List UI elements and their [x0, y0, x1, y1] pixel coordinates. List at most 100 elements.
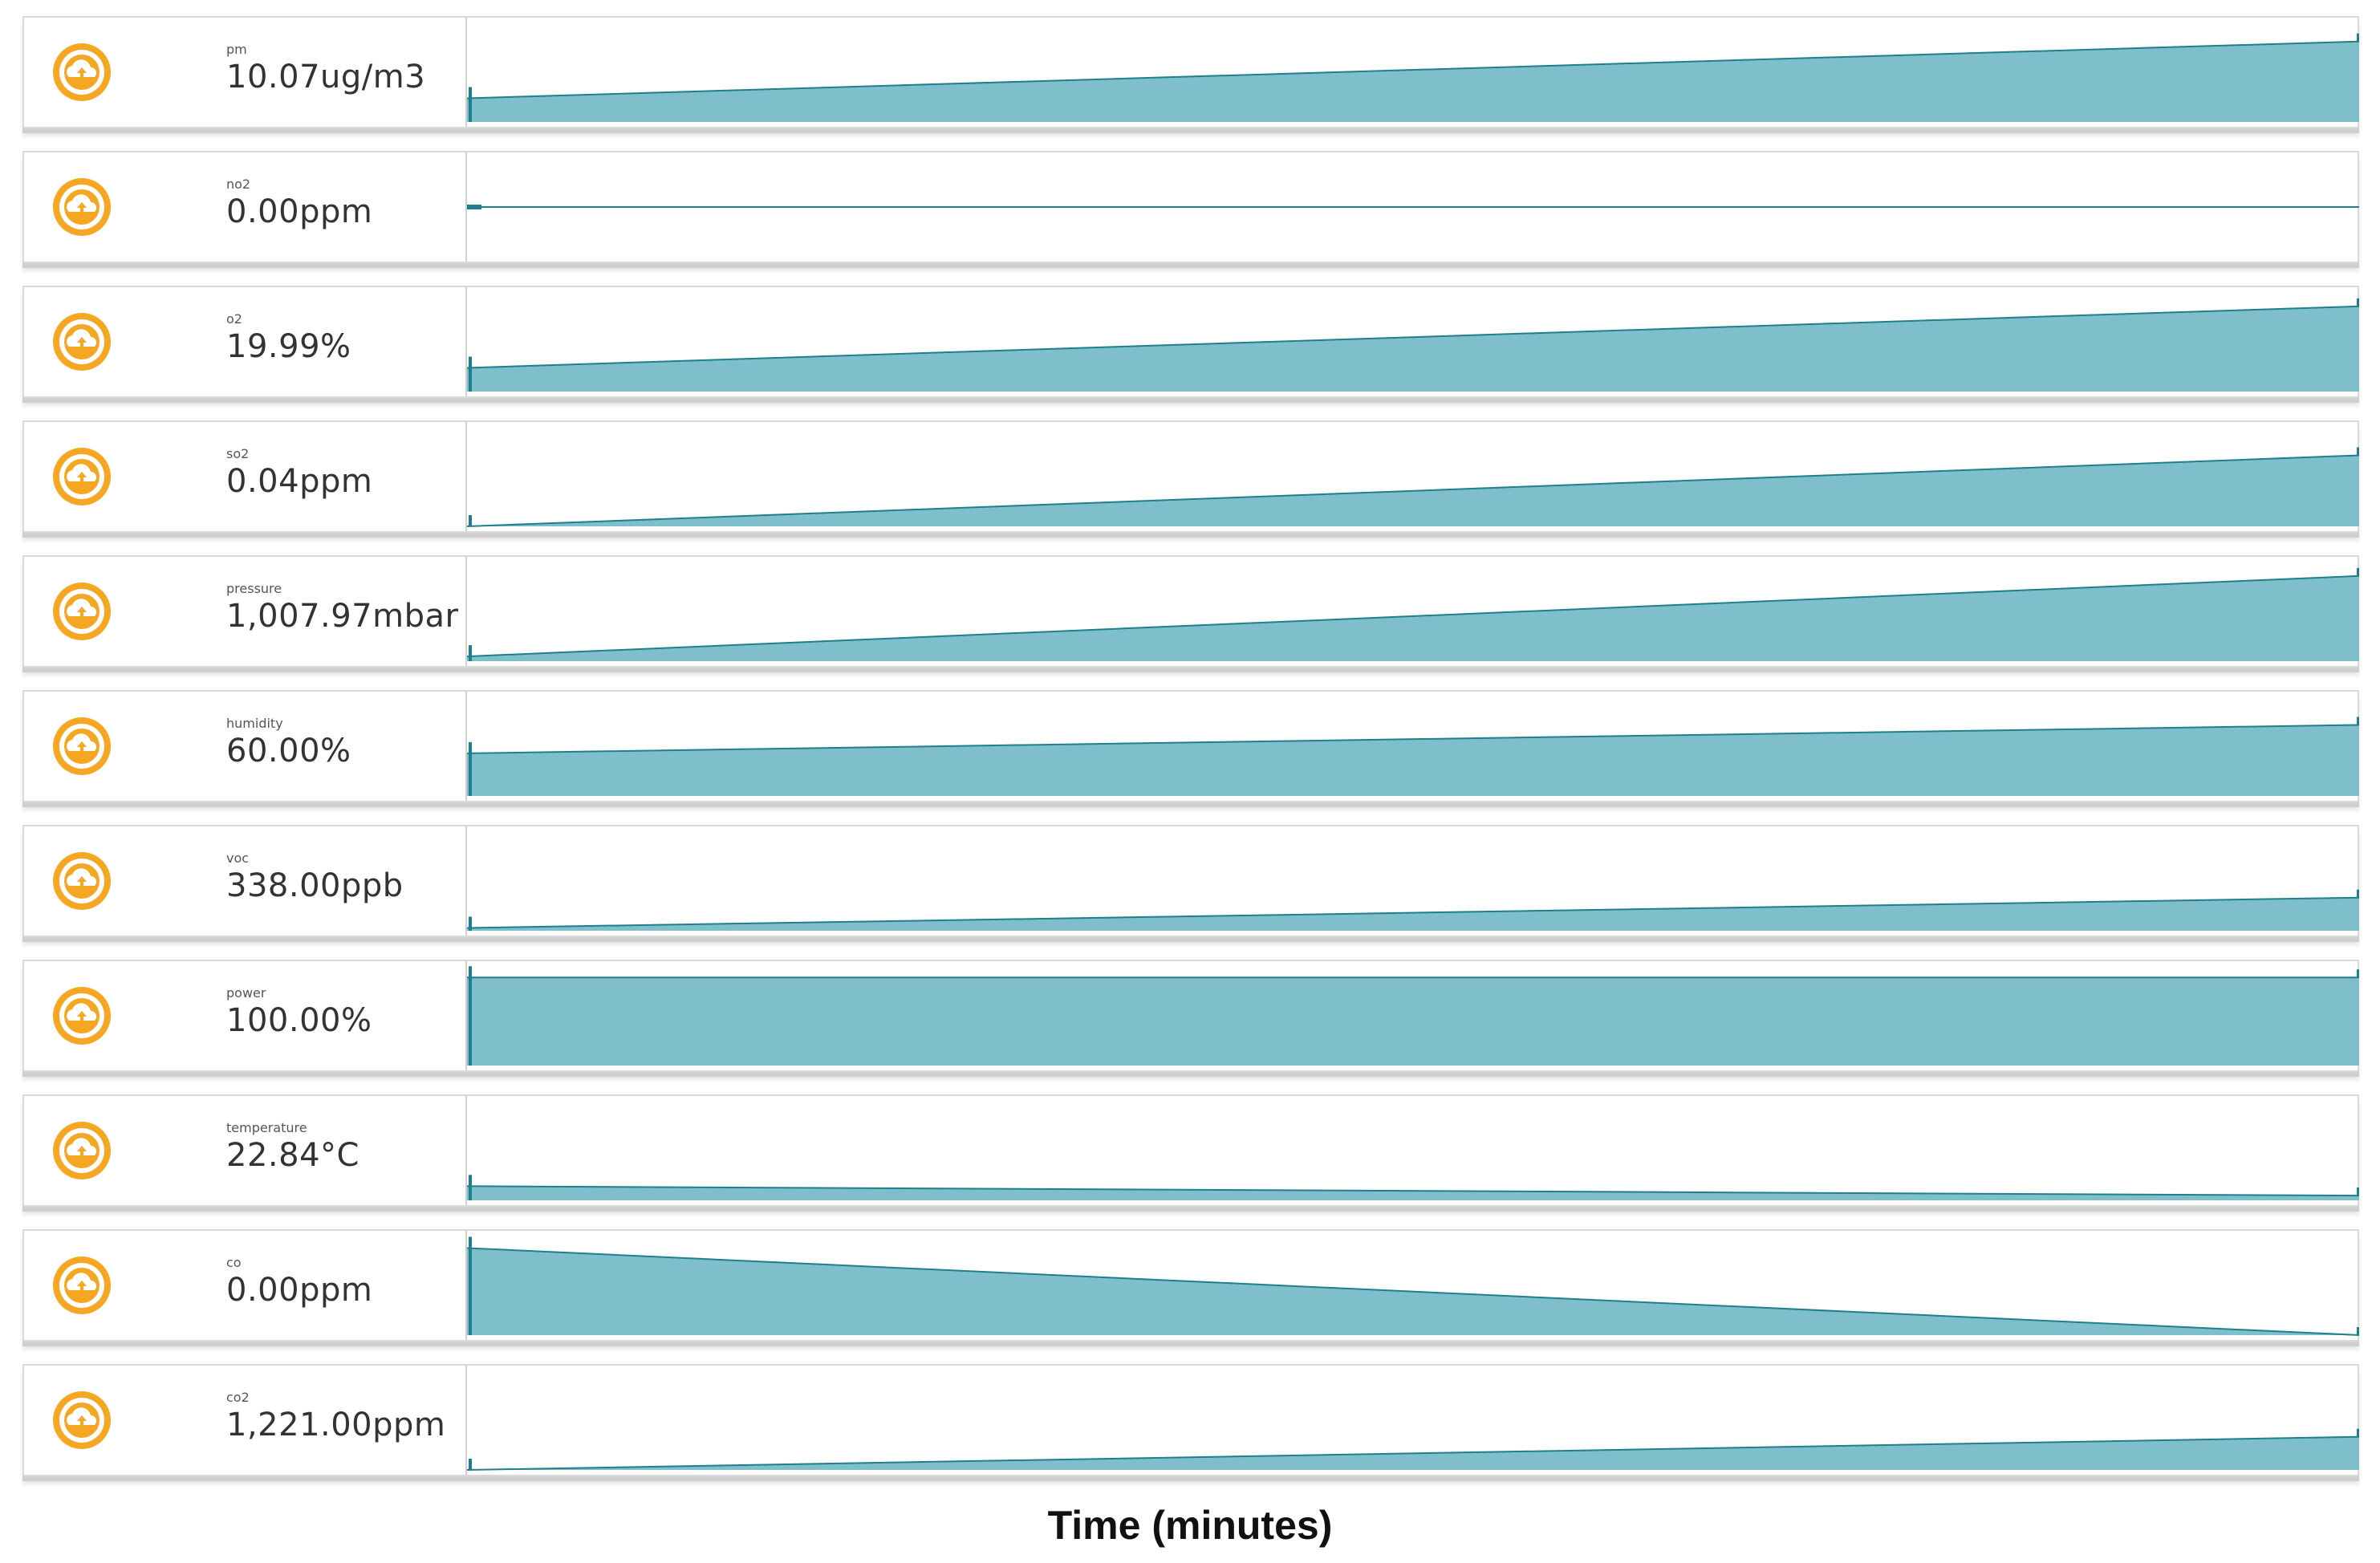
sparkline-end-tick: [2356, 889, 2359, 898]
sparkline-line: [467, 896, 2359, 929]
cloud-upload-icon[interactable]: [50, 40, 114, 104]
metric-value: 100.00%: [226, 1002, 372, 1039]
cloud-upload-icon[interactable]: [50, 310, 114, 374]
cloud-upload-icon[interactable]: [50, 1253, 114, 1317]
sensor-row-humidity: humidity 60.00%: [22, 690, 2359, 802]
sensor-dashboard: pm 10.07ug/m3 no2 0.00ppm o2 19.99% so2 0.04ppm…: [22, 16, 2359, 1499]
metric-value: 0.00ppm: [226, 1272, 373, 1309]
sensor-row-power: power 100.00%: [22, 960, 2359, 1072]
sparkline-start-spike: [469, 87, 473, 122]
sparkline-line: [467, 724, 2359, 754]
metric-value: 1,007.97mbar: [226, 598, 459, 635]
sparkline-chart: [465, 557, 2359, 666]
metric-name: o2: [226, 311, 242, 327]
metric-value: 1,221.00ppm: [226, 1407, 446, 1443]
sparkline-line: [467, 454, 2359, 527]
cloud-upload-icon[interactable]: [50, 714, 114, 778]
metric-name: so2: [226, 446, 250, 461]
metric-label-block: voc 338.00ppb: [226, 851, 475, 905]
sparkline-line: [467, 1435, 2359, 1471]
metric-label-block: power 100.00%: [226, 985, 475, 1040]
metric-value: 338.00ppb: [226, 867, 404, 904]
sparkline-chart: [465, 826, 2359, 936]
metric-name: power: [226, 985, 266, 1001]
sparkline-start-spike: [469, 1236, 473, 1335]
sparkline-area: [467, 1248, 2359, 1335]
sparkline-chart: [465, 1231, 2359, 1340]
sparkline-end-tick: [2356, 1187, 2359, 1196]
metric-name: humidity: [226, 716, 283, 731]
metric-name: pm: [226, 42, 247, 57]
sparkline-start-spike: [469, 966, 473, 1066]
x-axis-label: Time (minutes): [1047, 1503, 1333, 1548]
sparkline-chart: [465, 961, 2359, 1070]
sparkline-end-tick: [2356, 447, 2359, 456]
metric-name: voc: [226, 851, 250, 866]
sparkline-chart: [465, 422, 2359, 531]
metric-label-block: co 0.00ppm: [226, 1255, 475, 1309]
sparkline-end-tick: [2356, 1327, 2359, 1335]
sparkline-start-spike: [469, 1175, 473, 1200]
metric-label-block: co2 1,221.00ppm: [226, 1390, 475, 1444]
sparkline-line: [467, 1247, 2359, 1336]
metric-value: 0.00ppm: [226, 193, 373, 230]
sparkline-area: [467, 1186, 2359, 1200]
sensor-row-pm: pm 10.07ug/m3: [22, 16, 2359, 128]
metric-label-block: temperature 22.84°C: [226, 1120, 475, 1175]
sparkline-area: [467, 41, 2359, 123]
sparkline-chart: [465, 692, 2359, 801]
sensor-row-co2: co2 1,221.00ppm: [22, 1364, 2359, 1476]
sparkline-chart: [465, 152, 2359, 262]
metric-name: pressure: [226, 581, 282, 596]
sparkline-end-tick: [2356, 33, 2359, 42]
metric-label-block: pm 10.07ug/m3: [226, 42, 475, 96]
sparkline-area: [467, 977, 2359, 1066]
sparkline-end-tick: [2356, 717, 2359, 725]
cloud-upload-icon[interactable]: [50, 1118, 114, 1183]
cloud-upload-icon[interactable]: [50, 175, 114, 239]
metric-label-block: humidity 60.00%: [226, 716, 475, 770]
metric-value: 60.00%: [226, 733, 351, 769]
cloud-upload-icon[interactable]: [50, 984, 114, 1048]
sparkline-chart: [465, 1096, 2359, 1205]
sparkline-line: [467, 40, 2359, 99]
sparkline-chart: [465, 287, 2359, 396]
sparkline-end-tick: [2356, 567, 2359, 576]
sensor-row-o2: o2 19.99%: [22, 286, 2359, 398]
metric-value: 19.99%: [226, 328, 351, 365]
metric-label-block: no2 0.00ppm: [226, 177, 475, 231]
sparkline-line: [467, 1185, 2359, 1197]
metric-label-block: o2 19.99%: [226, 311, 475, 366]
sparkline-end-tick: [2356, 1428, 2359, 1437]
sparkline-start-spike: [469, 356, 473, 392]
sensor-row-no2: no2 0.00ppm: [22, 151, 2359, 263]
sparkline-area: [467, 725, 2359, 796]
metric-name: co2: [226, 1390, 250, 1405]
sparkline-end-tick: [2356, 298, 2359, 307]
metric-value: 22.84°C: [226, 1137, 359, 1174]
sensor-row-voc: voc 338.00ppb: [22, 825, 2359, 937]
sensor-row-pressure: pressure 1,007.97mbar: [22, 555, 2359, 668]
metric-label-block: pressure 1,007.97mbar: [226, 581, 475, 635]
sparkline-start-spike: [469, 741, 473, 796]
sparkline-start-spike: [469, 645, 473, 661]
sparkline-start-spike: [469, 515, 473, 526]
sparkline-start-marker: [467, 205, 482, 209]
sparkline-end-tick: [2356, 969, 2359, 978]
metric-name: no2: [226, 177, 251, 192]
sparkline-area: [467, 575, 2359, 661]
sparkline-line: [467, 305, 2359, 369]
metric-value: 10.07ug/m3: [226, 59, 426, 95]
sensor-row-co: co 0.00ppm: [22, 1229, 2359, 1342]
cloud-upload-icon[interactable]: [50, 445, 114, 509]
cloud-upload-icon[interactable]: [50, 1388, 114, 1452]
sparkline-area: [467, 306, 2359, 392]
sparkline-line: [467, 574, 2359, 658]
sensor-row-so2: so2 0.04ppm: [22, 420, 2359, 533]
cloud-upload-icon[interactable]: [50, 849, 114, 913]
metric-name: temperature: [226, 1120, 307, 1135]
sparkline-chart: [465, 1366, 2359, 1475]
sensor-row-temperature: temperature 22.84°C: [22, 1094, 2359, 1207]
cloud-upload-icon[interactable]: [50, 579, 114, 643]
metric-value: 0.04ppm: [226, 463, 373, 500]
